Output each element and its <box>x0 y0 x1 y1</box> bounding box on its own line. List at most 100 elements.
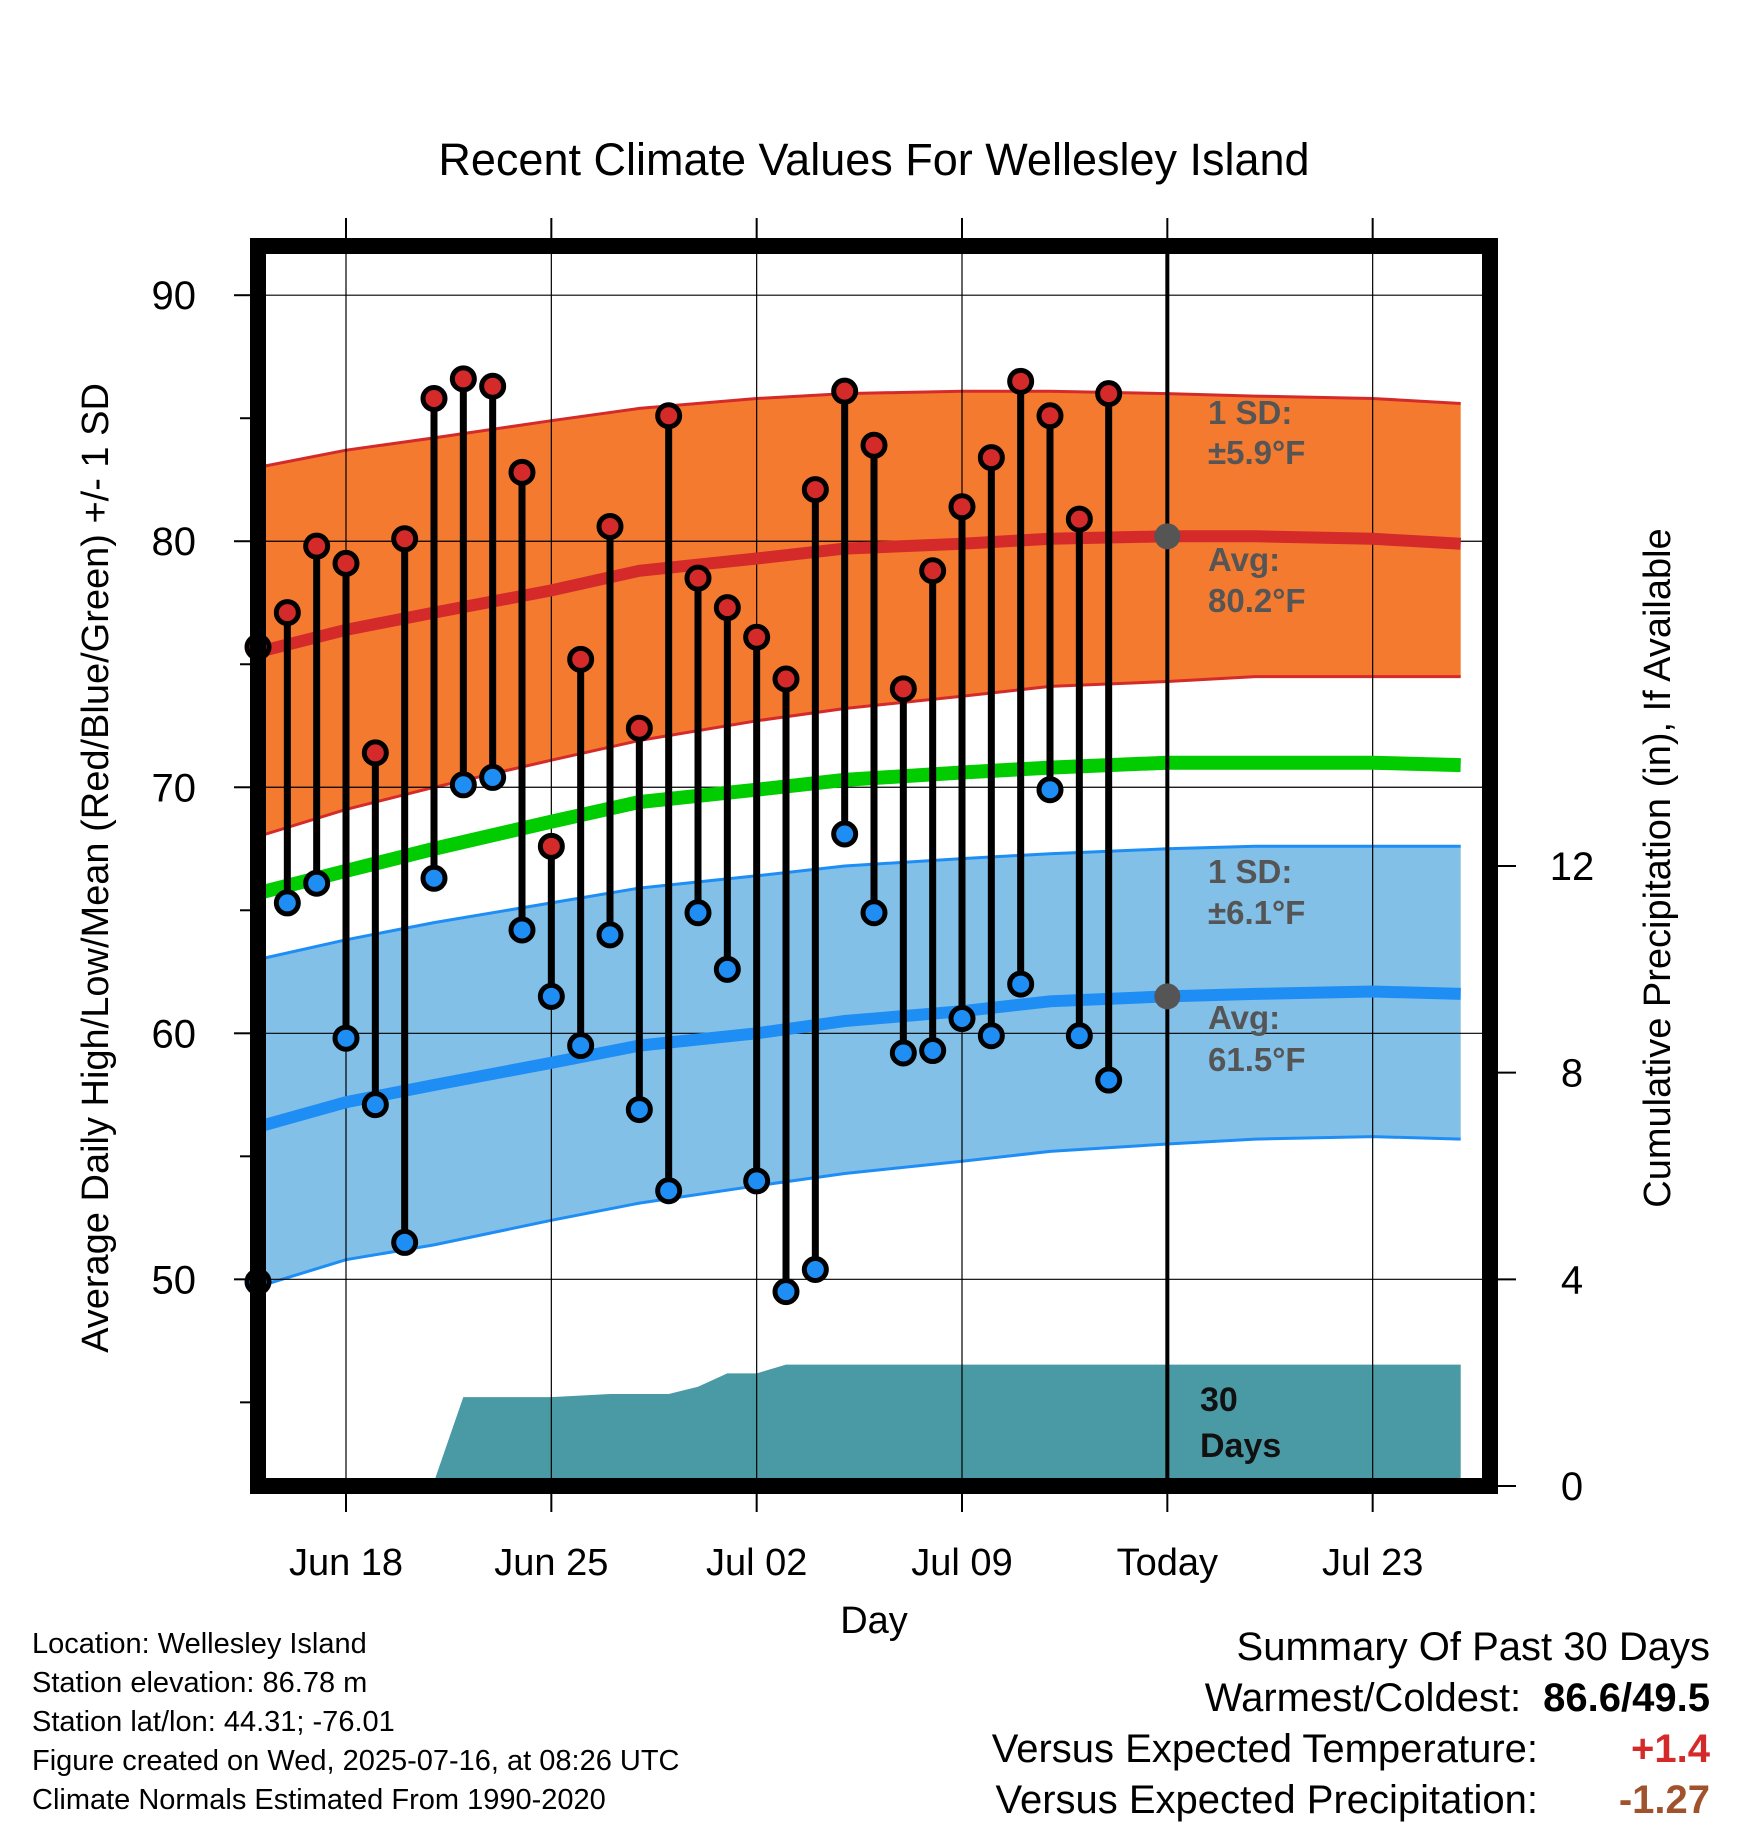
low-sd-label: 1 SD: <box>1208 853 1292 890</box>
low-point <box>508 916 536 944</box>
created-text: Figure created on Wed, 2025-07-16, at 08… <box>32 1745 680 1777</box>
days-count-label: 30 <box>1200 1381 1238 1419</box>
low-point <box>772 1278 800 1306</box>
low-sd-band-upper-edge <box>257 844 1461 961</box>
low-sd-band <box>258 846 1461 1287</box>
high-point <box>713 594 741 622</box>
summary-precip-row: Versus Expected Precipitation: -1.27 <box>992 1775 1710 1826</box>
daily-range-sticks <box>244 365 1123 1306</box>
low-point <box>889 1039 917 1067</box>
high-sd-band <box>258 391 1461 837</box>
high-point <box>391 525 419 553</box>
high-avg-label: Avg: <box>1208 541 1280 578</box>
y-tick-label-right: 4 <box>1561 1258 1583 1302</box>
high-point <box>919 557 947 585</box>
high-point <box>977 444 1005 472</box>
y-axis-label-left: Average Daily High/Low/Mean (Red/Blue/Gr… <box>75 383 117 1353</box>
low-point <box>537 982 565 1010</box>
axes: 50 60 70 80 90 0 4 8 12 Jun 18 Jun 25 Jul 02 Jul 09 T… <box>152 218 1594 1584</box>
warmest-label: Warmest/Coldest: <box>1204 1676 1522 1720</box>
low-sd-band-lower-edge <box>257 1135 1461 1289</box>
annotations: 1 SD: ±5.9°F Avg: 80.2°F 1 SD: ±6.1°F Av… <box>1200 394 1306 1465</box>
summary-title: Summary Of Past 30 Days <box>1236 1625 1710 1669</box>
y-tick-label-left: 60 <box>152 1012 197 1056</box>
high-point <box>567 645 595 673</box>
low-avg-value: 61.5°F <box>1208 1041 1306 1078</box>
low-point <box>1065 1022 1093 1050</box>
high-point <box>860 431 888 459</box>
low-point <box>919 1037 947 1065</box>
high-point <box>508 458 536 486</box>
today-marker <box>1154 246 1181 1486</box>
low-point <box>420 864 448 892</box>
y-tick-label-left: 70 <box>152 766 197 810</box>
low-point <box>831 820 859 848</box>
low-sd-value: ±6.1°F <box>1208 894 1305 931</box>
y-tick-label-right: 8 <box>1561 1052 1583 1096</box>
low-point <box>303 869 331 897</box>
low-point <box>1095 1066 1123 1094</box>
latlon-text: Station lat/lon: 44.31; -76.01 <box>32 1706 395 1738</box>
low-point <box>1036 776 1064 804</box>
elevation-text: Station elevation: 86.78 m <box>32 1667 368 1699</box>
high-point <box>743 623 771 651</box>
low-point <box>596 921 624 949</box>
low-point <box>684 899 712 927</box>
x-tick-label: Jul 09 <box>911 1542 1012 1584</box>
x-tick-label: Jun 18 <box>289 1542 403 1584</box>
high-point <box>655 402 683 430</box>
precip-label: Versus Expected Precipitation: <box>995 1778 1538 1822</box>
y-tick-label-left: 50 <box>152 1258 197 1302</box>
x-tick-label: Jun 25 <box>494 1542 608 1584</box>
high-point <box>889 675 917 703</box>
high-point <box>625 714 653 742</box>
low-point <box>948 1005 976 1033</box>
low-point <box>361 1091 389 1119</box>
high-point <box>303 532 331 560</box>
low-point <box>713 955 741 983</box>
high-point <box>684 564 712 592</box>
low-point <box>860 899 888 927</box>
low-point <box>743 1167 771 1195</box>
precipitation-area <box>258 1364 1461 1486</box>
high-point <box>948 493 976 521</box>
x-tick-label: Jul 02 <box>706 1542 807 1584</box>
today-high-avg-dot <box>1154 523 1181 550</box>
precip-area <box>258 1364 1461 1486</box>
y-axis-label-right: Cumulative Precipitation (in), If Availa… <box>1637 528 1679 1207</box>
y-tick-label-left: 90 <box>152 274 197 318</box>
high-point <box>1036 402 1064 430</box>
today-low-avg-dot <box>1154 983 1181 1010</box>
days-word-label: Days <box>1200 1427 1281 1465</box>
low-avg-label: Avg: <box>1208 999 1280 1036</box>
low-point <box>273 889 301 917</box>
high-point <box>449 365 477 393</box>
precip-value: -1.27 <box>1618 1778 1710 1822</box>
station-info: Location: Wellesley Island Station eleva… <box>32 1625 680 1820</box>
low-point <box>449 771 477 799</box>
low-point <box>391 1228 419 1256</box>
low-point <box>625 1096 653 1124</box>
low-point <box>479 763 507 791</box>
warmest-value: 86.6/49.5 <box>1543 1676 1710 1720</box>
temp-label: Versus Expected Temperature: <box>991 1727 1538 1771</box>
low-point <box>655 1177 683 1205</box>
high-point <box>420 385 448 413</box>
normals-text: Climate Normals Estimated From 1990-2020 <box>32 1784 606 1816</box>
high-point <box>1095 380 1123 408</box>
high-avg-value: 80.2°F <box>1208 582 1306 619</box>
high-point <box>831 377 859 405</box>
high-point <box>801 476 829 504</box>
x-axis-label: Day <box>840 1600 908 1642</box>
low-point <box>977 1022 1005 1050</box>
low-point <box>567 1032 595 1060</box>
low-avg-line <box>256 985 1461 1133</box>
x-tick-label: Jul 23 <box>1322 1542 1423 1584</box>
temp-value: +1.4 <box>1631 1727 1710 1771</box>
high-point <box>479 372 507 400</box>
high-point <box>772 665 800 693</box>
plot-frame <box>250 238 1498 1494</box>
summary-panel: Summary Of Past 30 Days Warmest/Coldest:… <box>992 1622 1710 1826</box>
y-tick-label-right: 0 <box>1561 1465 1583 1509</box>
